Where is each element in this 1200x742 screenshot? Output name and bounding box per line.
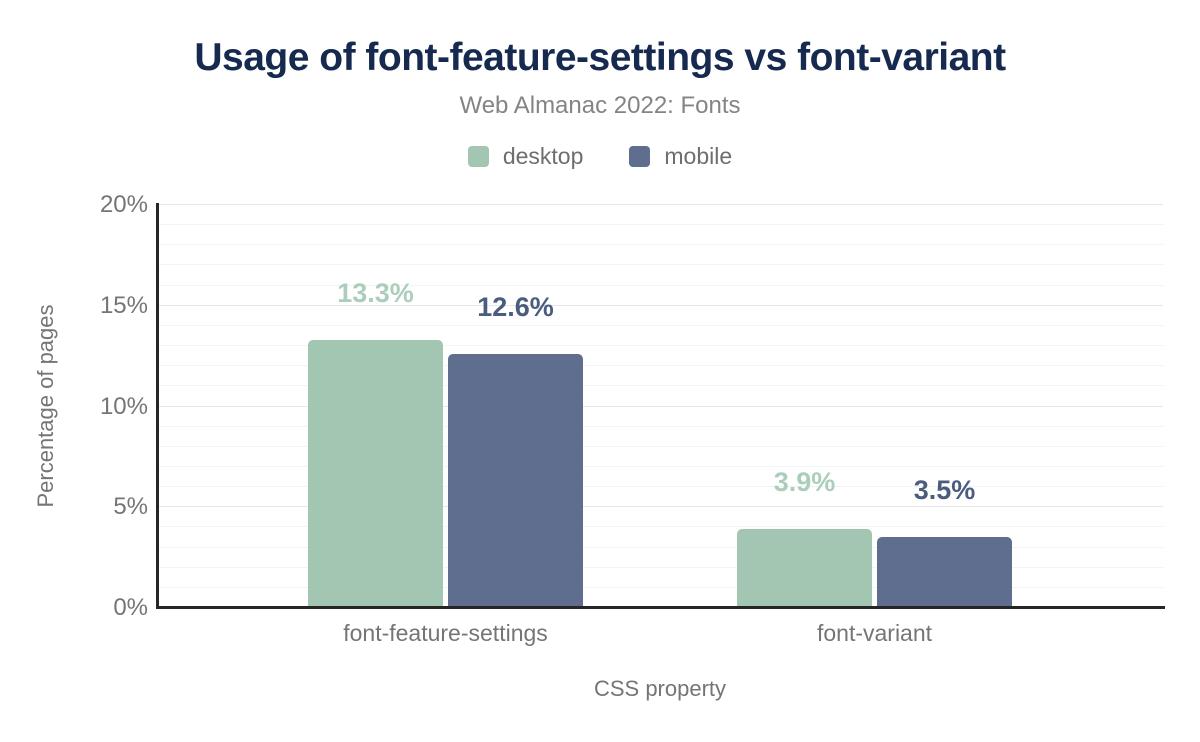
gridline-major <box>158 506 1163 508</box>
gridline-minor <box>158 465 1163 467</box>
gridline-minor <box>158 566 1163 568</box>
gridline-minor <box>158 324 1163 326</box>
y-tick-label-5: 5% <box>113 493 148 521</box>
y-tick-label-0: 0% <box>113 594 148 621</box>
legend-label-mobile: mobile <box>664 143 733 169</box>
bar-desktop-font-variant <box>737 529 872 608</box>
gridline-minor <box>158 284 1163 286</box>
bar-mobile-font-variant <box>877 537 1012 608</box>
gridline-minor <box>158 244 1163 246</box>
y-tick-label-15: 15% <box>99 291 148 319</box>
bar-value-label-desktop-font-feature-settings: 13.3% <box>337 278 414 309</box>
bar-value-label-mobile-font-variant: 3.5% <box>913 475 976 506</box>
gridline-minor <box>158 586 1163 588</box>
gridline-minor <box>158 425 1163 427</box>
legend-item-mobile: mobile <box>629 143 732 170</box>
gridline-minor <box>158 526 1163 528</box>
y-axis-line <box>156 203 159 609</box>
gridline-major <box>158 304 1163 306</box>
gridline-minor <box>158 445 1163 447</box>
plot-area: 13.3% 12.6% font-feature-settings 3.9% 3.5% f… <box>158 204 1163 646</box>
legend: desktop mobile <box>0 143 1200 170</box>
gridline-minor <box>158 345 1163 347</box>
x-axis-line <box>156 606 1165 609</box>
bar-value-label-mobile-font-feature-settings: 12.6% <box>477 292 554 323</box>
y-tick-label-10: 10% <box>99 392 148 420</box>
x-tick-label-font-variant: font-variant <box>816 620 933 646</box>
gridline-major <box>158 405 1163 407</box>
gridline-minor <box>158 385 1163 387</box>
y-tick-label-20: 20% <box>99 191 148 218</box>
legend-item-desktop: desktop <box>467 143 584 170</box>
gridline-minor <box>158 365 1163 367</box>
gridline-minor <box>158 264 1163 266</box>
chart-title: Usage of font-feature-settings vs font-v… <box>194 36 1006 79</box>
x-axis-title: CSS property <box>593 676 727 701</box>
gridline-major <box>158 204 1163 205</box>
gridline-minor <box>158 224 1163 226</box>
chart-subtitle: Web Almanac 2022: Fonts <box>459 92 741 119</box>
legend-label-desktop: desktop <box>502 143 584 169</box>
bar-desktop-font-feature-settings <box>308 340 443 608</box>
bar-mobile-font-feature-settings <box>448 354 583 608</box>
gridline-minor <box>158 546 1163 548</box>
legend-swatch-mobile <box>629 146 651 167</box>
x-tick-label-font-feature-settings: font-feature-settings <box>343 620 548 646</box>
gridline-minor <box>158 486 1163 488</box>
legend-swatch-desktop <box>467 146 489 167</box>
bar-value-label-desktop-font-variant: 3.9% <box>773 467 836 498</box>
